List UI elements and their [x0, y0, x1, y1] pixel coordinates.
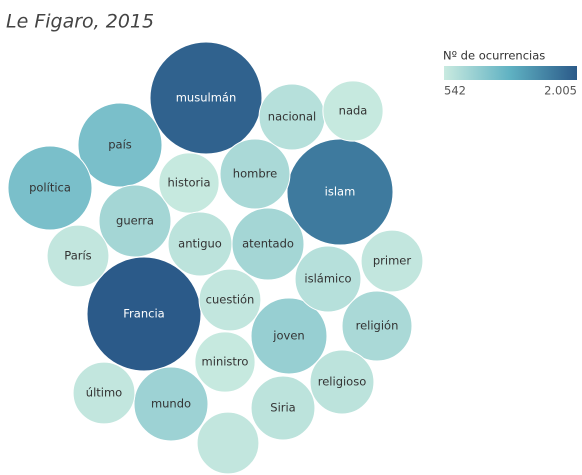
bubble: [196, 411, 260, 475]
bubble: [294, 245, 362, 313]
bubble: [341, 290, 413, 362]
bubble-label: nada: [339, 104, 368, 118]
bubble-label: último: [86, 386, 122, 400]
chart-title: Le Figaro, 2015: [6, 11, 154, 33]
bubble: [198, 268, 262, 332]
bubble: [72, 361, 136, 425]
bubble-label: religión: [356, 319, 399, 333]
bubble: [250, 297, 328, 375]
bubble: [219, 138, 291, 210]
bubble-label: mundo: [151, 397, 191, 411]
bubble: [77, 102, 163, 188]
bubble: [322, 80, 384, 142]
bubble: [250, 375, 316, 441]
bubble: [7, 145, 93, 231]
legend-gradient: [444, 66, 577, 80]
bubble-label: religioso: [318, 375, 367, 389]
bubble: [133, 366, 209, 442]
bubble: [309, 349, 375, 415]
bubble-label: islámico: [304, 272, 351, 286]
legend-title: Nº de ocurrencias: [443, 49, 545, 63]
bubble-label: islam: [325, 185, 356, 199]
bubble: [149, 41, 263, 155]
bubble: [194, 331, 256, 393]
legend-label: 542: [444, 84, 466, 98]
bubble: [98, 184, 172, 258]
bubble: [86, 256, 202, 372]
bubble: [286, 138, 394, 246]
bubble-label: guerra: [116, 214, 154, 228]
bubble-label: hombre: [233, 167, 277, 181]
bubble: [158, 152, 220, 214]
bubble: [46, 224, 110, 288]
bubble-label: historia: [168, 176, 211, 190]
bubble-label: ministro: [202, 355, 249, 369]
legend-label: 2.005: [544, 84, 577, 98]
bubble-label: cuestión: [206, 293, 255, 307]
bubble-label: Francia: [123, 307, 164, 321]
bubble-label: atentado: [242, 237, 294, 251]
bubble-label: joven: [272, 329, 304, 343]
bubble-label: nacional: [268, 110, 316, 124]
bubble-label: primer: [373, 254, 412, 268]
bubble-label: París: [64, 249, 91, 263]
bubble: [360, 229, 424, 293]
bubble-label: antiguo: [178, 237, 222, 251]
bubble-label: Siria: [270, 401, 295, 415]
bubble-label: musulmán: [176, 91, 237, 105]
bubble-label: política: [29, 181, 71, 195]
bubble: [167, 211, 233, 277]
bubble-label: país: [108, 138, 132, 152]
